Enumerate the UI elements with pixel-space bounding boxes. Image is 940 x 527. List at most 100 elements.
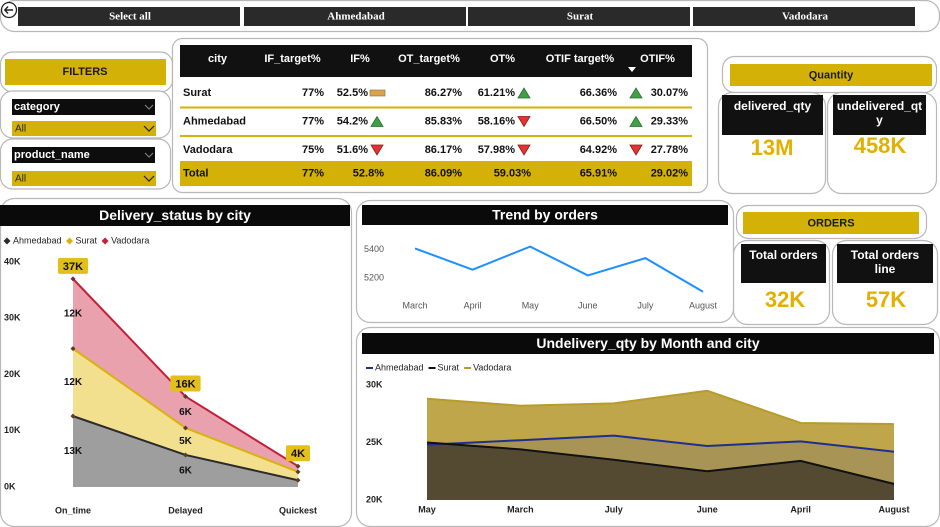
- column-header: OT_target%: [398, 53, 460, 65]
- data-label: 12K: [64, 377, 83, 388]
- card-label-box: Total orders: [749, 248, 817, 262]
- data-point: [183, 393, 188, 399]
- x-tick-label: On_time: [55, 505, 91, 515]
- table-cell: Total: [183, 167, 208, 179]
- slicer-button[interactable]: [468, 7, 690, 26]
- y-tick-label: 10K: [4, 425, 21, 435]
- slicer-button[interactable]: [18, 7, 240, 26]
- y-tick-label: 20K: [366, 494, 383, 504]
- table-cell: 77%: [302, 87, 324, 99]
- y-tick-label: 0K: [4, 481, 16, 491]
- chart-title: Delivery_status by city: [99, 207, 251, 223]
- table-cell: Vadodara: [183, 144, 233, 156]
- area-line: [426, 389, 895, 426]
- x-tick-label: April: [790, 504, 811, 514]
- card-label-box: undelivered_qty: [837, 99, 922, 127]
- x-tick-label: June: [697, 504, 718, 514]
- trend-icon: [370, 144, 384, 156]
- legend-marker: [101, 237, 109, 245]
- data-point: [183, 425, 188, 431]
- card-label: Total orders line: [850, 248, 920, 276]
- chart-title: Trend by orders: [492, 207, 598, 223]
- filters-header: [5, 59, 166, 85]
- card-label-box: Total orders line: [850, 248, 920, 276]
- table-cell: 85.83%: [425, 115, 463, 127]
- area-series: [73, 416, 298, 487]
- area-line: [426, 441, 895, 485]
- table-cell: 51.6%: [337, 144, 368, 156]
- x-tick-label: Delayed: [168, 505, 203, 515]
- chart-title-bar: [0, 205, 350, 226]
- slicer-label: category: [14, 101, 61, 113]
- table-cell: 58.16%: [478, 115, 516, 127]
- legend-label: Vadodara: [111, 235, 149, 245]
- table-cell: 30.07%: [651, 87, 689, 99]
- table-cell: 86.17%: [425, 144, 463, 156]
- y-tick-label: 5400: [364, 244, 384, 254]
- legend-label: Surat: [438, 362, 460, 372]
- dropdown-chevron: [144, 104, 154, 110]
- trend-icon: [517, 87, 531, 99]
- trend-icon: [517, 116, 531, 128]
- trend-icon: [629, 115, 643, 127]
- card-label: delivered_qty: [733, 99, 812, 113]
- y-tick-label: 20K: [4, 369, 21, 379]
- slicer-value: All: [15, 174, 26, 185]
- column-header: IF_target%: [264, 53, 320, 65]
- x-tick-label: August: [689, 300, 718, 310]
- data-point: [295, 463, 301, 469]
- table-cell: 54.2%: [337, 115, 368, 127]
- column-header: OTIF%: [640, 53, 675, 65]
- table-cell: 86.09%: [425, 167, 463, 179]
- trend-icon: [517, 144, 531, 156]
- orders-header: [743, 212, 919, 234]
- slicer-dropdown[interactable]: [12, 121, 156, 136]
- data-label: 6K: [179, 466, 193, 477]
- dropdown-chevron: [143, 125, 155, 132]
- table-cell: 52.5%: [337, 87, 368, 99]
- button-label: Vadodara: [782, 11, 829, 23]
- data-point: [295, 477, 301, 483]
- quantity-header: [730, 64, 932, 86]
- button-label: Surat: [567, 11, 594, 23]
- total-tag: [57, 257, 89, 274]
- total-label: 4K: [291, 448, 305, 460]
- trend-icon: [629, 144, 643, 156]
- slicer-dropdown[interactable]: [12, 171, 156, 186]
- card-value: 32K: [765, 287, 805, 312]
- table-cell: 64.92%: [580, 144, 618, 156]
- x-tick-label: Quickest: [279, 505, 317, 515]
- table-cell: 29.02%: [651, 167, 689, 179]
- back-arrow: [3, 6, 13, 14]
- dropdown-chevron: [144, 152, 154, 158]
- table-cell: 65.91%: [580, 167, 618, 179]
- data-point: [70, 276, 76, 282]
- filters-title: FILTERS: [62, 66, 107, 78]
- y-tick-label: 40K: [4, 256, 21, 266]
- total-tag: [285, 445, 311, 462]
- table-total-row: [180, 161, 692, 186]
- table-cell: Ahmedabad: [183, 115, 246, 127]
- table-cell: 29.33%: [651, 115, 689, 127]
- trend-icon: [629, 87, 643, 99]
- slicer-value: All: [15, 124, 26, 135]
- button-label: Select all: [109, 11, 151, 23]
- quantity-title: Quantity: [809, 69, 854, 81]
- trend-icon: [369, 89, 386, 97]
- button-label: Ahmedabad: [327, 11, 384, 23]
- slicer-button[interactable]: [693, 7, 915, 26]
- column-header: OTIF target%: [546, 53, 615, 65]
- table-cell: 86.27%: [425, 87, 463, 99]
- slicer-label: product_name: [14, 149, 90, 161]
- x-tick-label: April: [464, 300, 482, 310]
- sort-indicator[interactable]: [628, 67, 636, 72]
- dropdown-chevron: [143, 175, 155, 182]
- data-label: 12K: [64, 308, 83, 319]
- card-value: 13M: [751, 135, 794, 160]
- slicer-button[interactable]: [244, 7, 466, 26]
- card-header: [722, 95, 823, 135]
- y-tick-label: 30K: [4, 313, 21, 323]
- data-point: [70, 413, 76, 419]
- legend-marker: [3, 237, 11, 245]
